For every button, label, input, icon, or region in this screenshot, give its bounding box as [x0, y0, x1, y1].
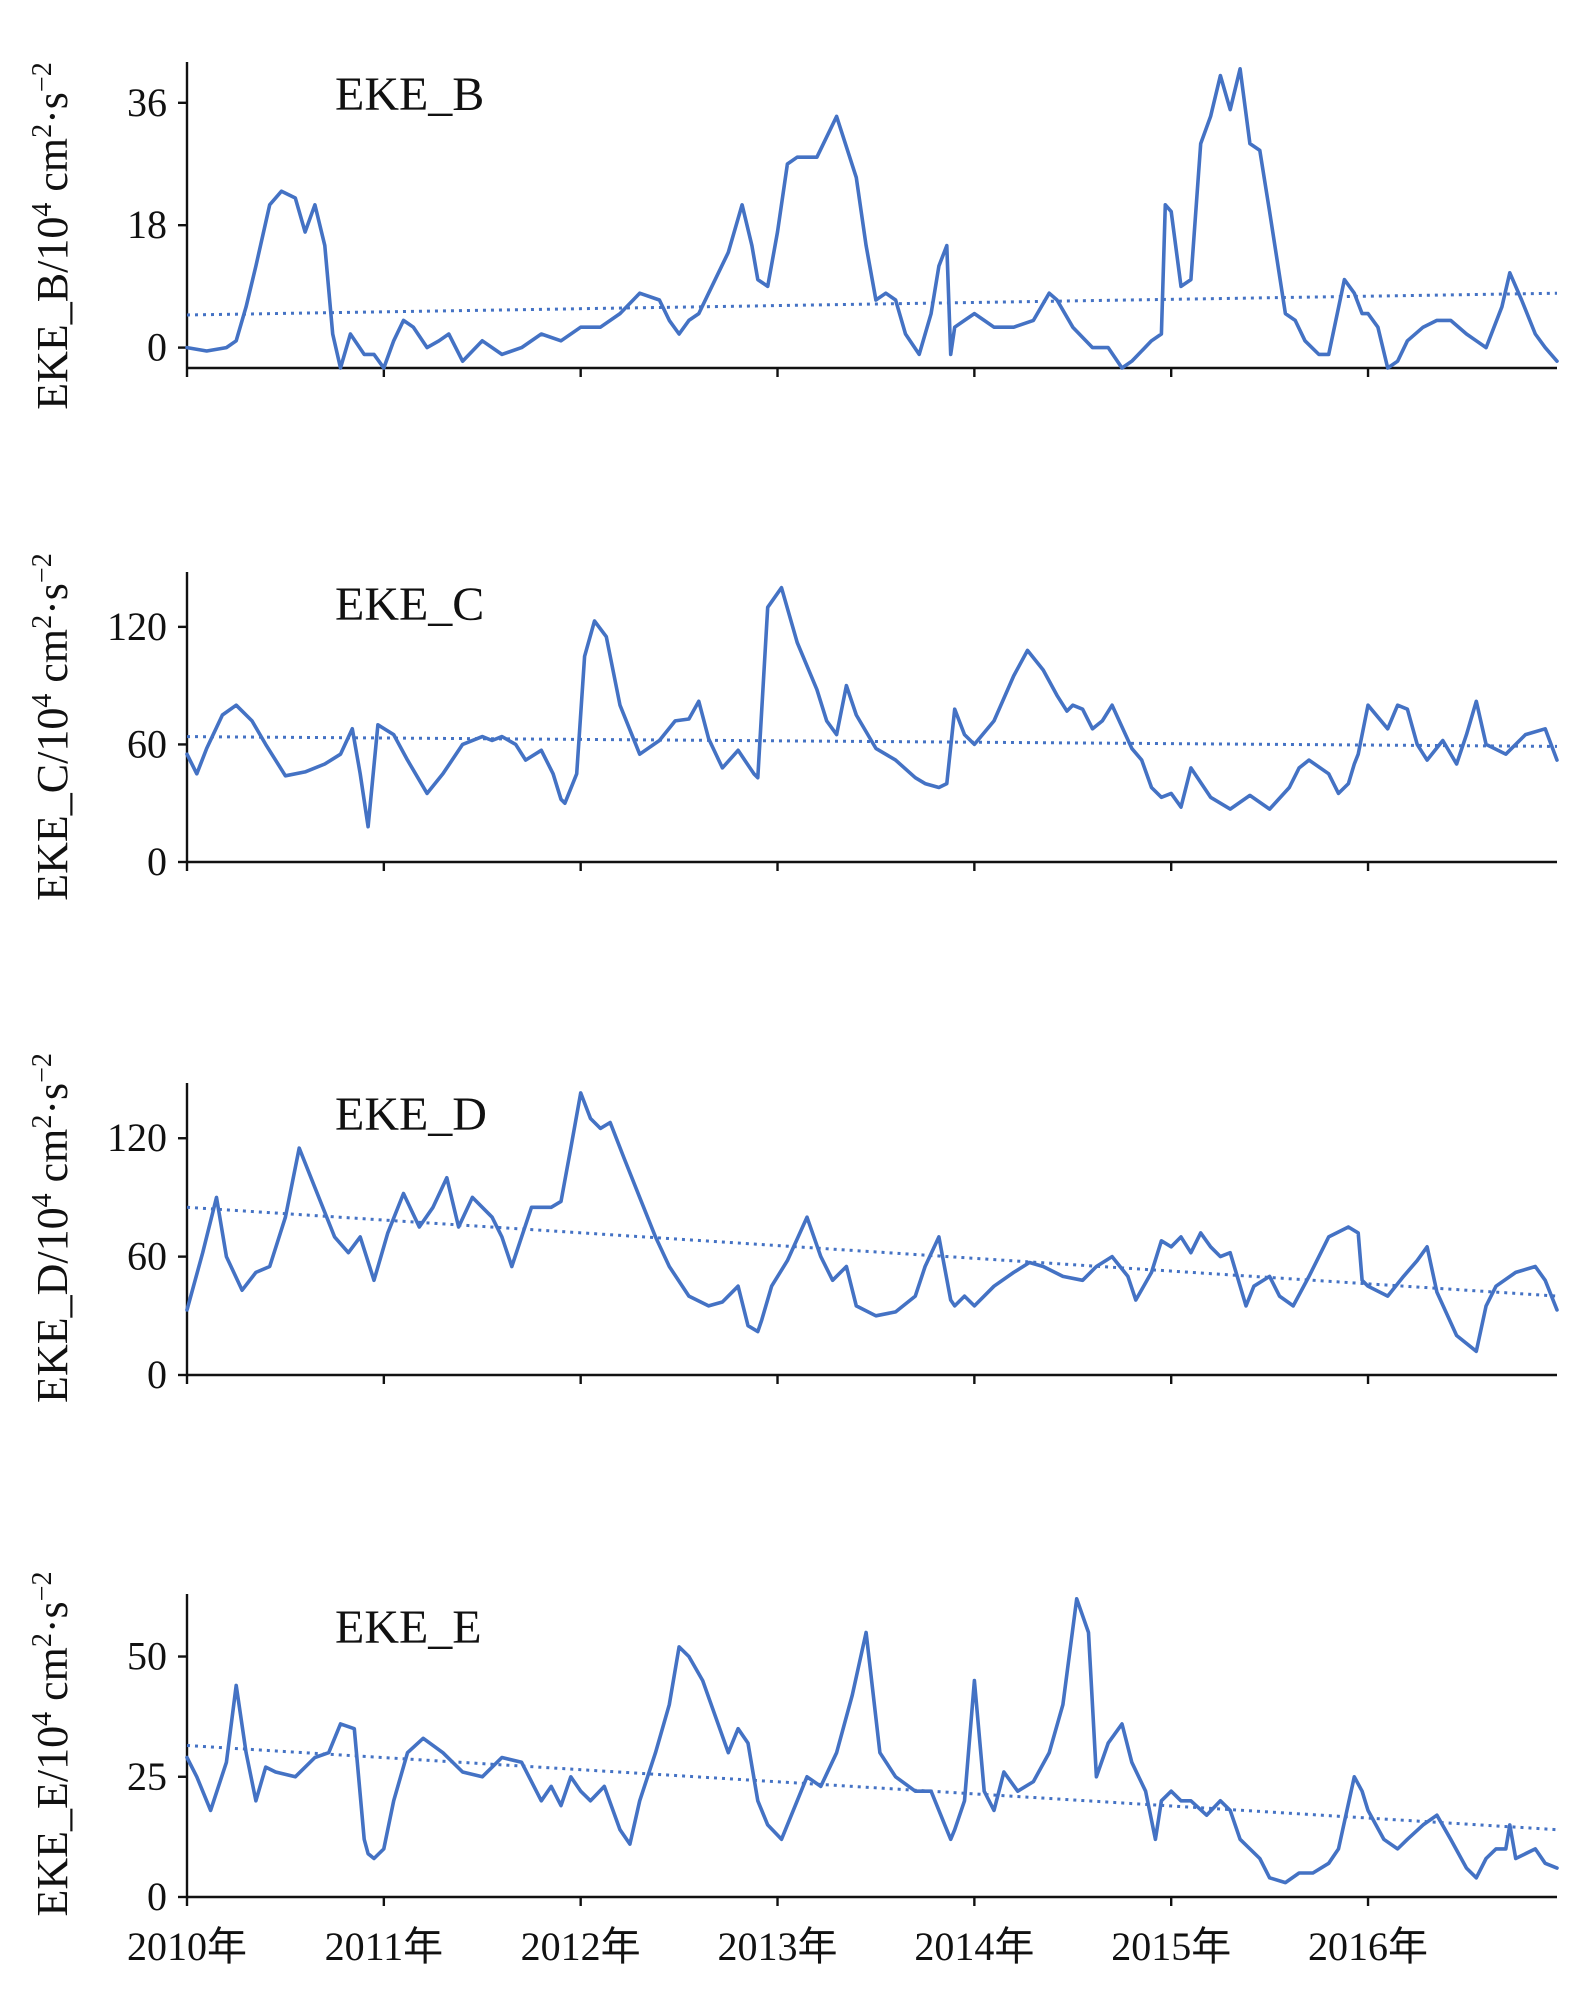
y-axis-label-unit: cm	[28, 1129, 77, 1194]
y-tick-label: 0	[147, 1352, 167, 1397]
x-tick-label: 2012年	[521, 1924, 641, 1969]
panel-label: EKE_D	[335, 1088, 487, 1141]
y-tick-label: 18	[127, 202, 167, 247]
y-axis-label-unit: ·s	[28, 92, 77, 124]
y-axis-label-exponent: 2	[27, 1115, 58, 1129]
y-tick-label: 60	[127, 721, 167, 766]
y-tick-label: 36	[127, 80, 167, 125]
y-axis-label-exponent: −2	[27, 1053, 58, 1083]
y-axis-label-exponent: 4	[27, 694, 58, 708]
y-axis-label-exponent: −2	[27, 553, 58, 583]
series-line	[185, 1091, 1559, 1354]
y-axis-label-unit: cm	[28, 629, 77, 694]
y-axis-label-main: EKE_E/10	[28, 1726, 77, 1917]
x-tick-label: 2010年	[127, 1924, 247, 1969]
y-axis-label-exponent: 4	[27, 203, 58, 217]
y-axis-label-main: EKE_B/10	[28, 217, 77, 410]
series-line	[185, 67, 1559, 370]
panel-label: EKE_E	[335, 1601, 482, 1654]
y-axis-label-exponent: 4	[27, 1712, 58, 1726]
panel-eke-b: 0 18 36 EKE_B/104 cm2·s−2 EKE_B	[27, 62, 1559, 410]
y-axis-label-exponent: −2	[27, 1572, 58, 1602]
y-axis-label-unit: ·s	[28, 583, 77, 615]
trend-line	[186, 1205, 1558, 1298]
y-tick-label: 60	[127, 1234, 167, 1279]
x-tick-label: 2014年	[914, 1924, 1034, 1969]
y-tick-label: 0	[147, 1874, 167, 1919]
y-axis-label: EKE_D/104 cm2·s−2	[27, 1053, 77, 1403]
panel-eke-c: 0 60 120 EKE_C/104 cm2·s−2 EKE_C	[27, 553, 1559, 901]
y-axis-label: EKE_C/104 cm2·s−2	[27, 553, 77, 900]
panel-label: EKE_C	[335, 578, 484, 631]
y-axis-label-unit: cm	[28, 1647, 77, 1712]
y-axis-label: EKE_E/104 cm2·s−2	[27, 1572, 77, 1917]
y-tick-label: 120	[107, 1115, 167, 1160]
series-line	[185, 585, 1559, 829]
y-axis-label: EKE_B/104 cm2·s−2	[27, 62, 77, 409]
y-axis-label-exponent: 2	[27, 1633, 58, 1647]
panel-label: EKE_B	[335, 68, 484, 121]
y-tick-label: 0	[147, 325, 167, 370]
x-tick-label: 2013年	[718, 1924, 838, 1969]
y-tick-label: 25	[127, 1754, 167, 1799]
panel-eke-e: 0 25 50 2010年 2011年 2012年 2013年 2014年 2015年 2016年…	[27, 1572, 1559, 1969]
y-axis-label-unit: ·s	[28, 1601, 77, 1633]
trend-line	[186, 291, 1558, 317]
y-axis-label-main: EKE_C/10	[28, 708, 77, 901]
y-axis-label-exponent: 2	[27, 615, 58, 629]
y-axis-label-unit: cm	[28, 138, 77, 203]
panel-eke-d: 0 60 120 EKE_D/104 cm2·s−2 EKE_D	[27, 1053, 1559, 1403]
series-line	[185, 1597, 1559, 1885]
y-tick-label: 50	[127, 1634, 167, 1679]
y-axis-label-exponent: 4	[27, 1193, 58, 1207]
y-axis-label-main: EKE_D/10	[28, 1207, 77, 1403]
x-tick-label: 2015年	[1111, 1924, 1231, 1969]
x-tick-label: 2011年	[325, 1924, 444, 1969]
x-tick-label: 2016年	[1308, 1924, 1428, 1969]
y-tick-label: 120	[107, 604, 167, 649]
y-tick-label: 0	[147, 839, 167, 884]
y-axis-label-unit: ·s	[28, 1083, 77, 1115]
y-axis-label-exponent: 2	[27, 124, 58, 138]
y-axis-label-exponent: −2	[27, 62, 58, 92]
